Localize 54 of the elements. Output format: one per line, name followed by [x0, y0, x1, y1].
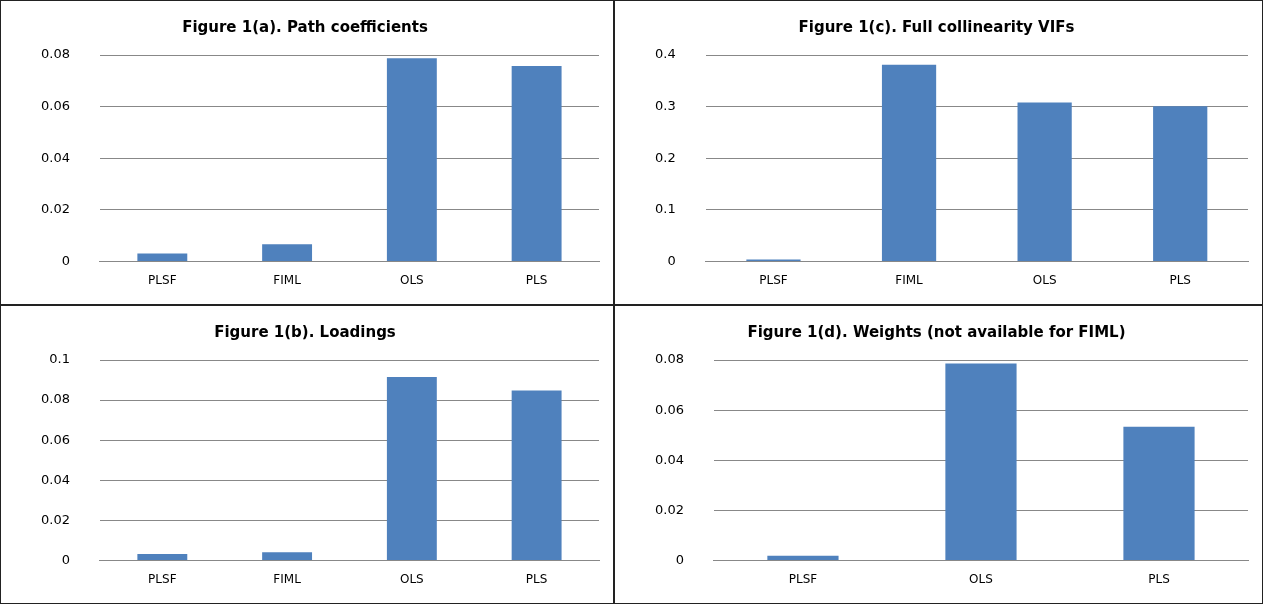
- y-tick-label: 0.2: [654, 149, 676, 165]
- y-tick-label: 0.02: [654, 501, 684, 517]
- bar: [1123, 426, 1195, 561]
- chart-title: Figure 1(c). Full collinearity VIFs: [798, 17, 1075, 36]
- y-tick-label: 0: [61, 551, 70, 567]
- bar: [137, 253, 188, 262]
- y-tick-label: 0.3: [654, 98, 676, 114]
- bar: [262, 244, 313, 262]
- y-tick-label: 0.06: [654, 401, 684, 417]
- bar: [1017, 102, 1072, 262]
- y-tick-label: 0.4: [654, 46, 676, 62]
- bar: [767, 555, 839, 561]
- y-tick-label: 0: [675, 551, 684, 567]
- y-tick-label: 0.08: [654, 351, 684, 367]
- chart-title: Figure 1(d). Weights (not available for FIML): [747, 322, 1126, 341]
- y-tick-label: 0: [61, 252, 70, 268]
- x-tick-label: PLS: [525, 272, 548, 287]
- x-tick-label: PLSF: [788, 571, 818, 586]
- bar: [511, 390, 562, 561]
- y-tick-label: 0.06: [40, 431, 70, 447]
- chart-title: Figure 1(b). Loadings: [214, 322, 396, 341]
- x-tick-label: PLSF: [148, 272, 177, 287]
- y-tick-label: 0.04: [40, 471, 70, 487]
- y-tick-label: 0.1: [49, 351, 70, 367]
- x-tick-label: OLS: [399, 571, 424, 586]
- x-tick-label: PLSF: [759, 272, 788, 287]
- bar: [137, 553, 188, 561]
- x-tick-label: OLS: [399, 272, 424, 287]
- y-tick-label: 0.08: [40, 46, 70, 62]
- bar: [511, 66, 562, 262]
- y-tick-label: 0.08: [40, 391, 70, 407]
- bar: [1153, 106, 1208, 262]
- y-tick-label: 0.04: [40, 149, 70, 165]
- bar: [262, 552, 313, 561]
- y-tick-label: 0.02: [40, 511, 70, 527]
- y-tick-label: 0: [667, 252, 676, 268]
- x-tick-label: OLS: [969, 571, 993, 586]
- x-tick-label: PLSF: [148, 571, 177, 586]
- x-tick-label: FIML: [273, 272, 302, 287]
- bar: [386, 58, 437, 262]
- bar: [881, 64, 937, 262]
- x-tick-label: FIML: [895, 272, 924, 287]
- x-tick-label: FIML: [273, 571, 302, 586]
- x-tick-label: OLS: [1032, 272, 1057, 287]
- x-tick-label: PLS: [1169, 272, 1191, 287]
- y-tick-label: 0.06: [40, 98, 70, 114]
- chart-title: Figure 1(a). Path coefficients: [182, 17, 428, 36]
- y-tick-label: 0.1: [654, 201, 676, 217]
- y-tick-label: 0.02: [40, 201, 70, 217]
- bar: [386, 377, 437, 561]
- bar: [945, 363, 1017, 561]
- y-tick-label: 0.04: [654, 451, 684, 467]
- x-tick-label: PLS: [1148, 571, 1170, 586]
- x-tick-label: PLS: [525, 571, 548, 586]
